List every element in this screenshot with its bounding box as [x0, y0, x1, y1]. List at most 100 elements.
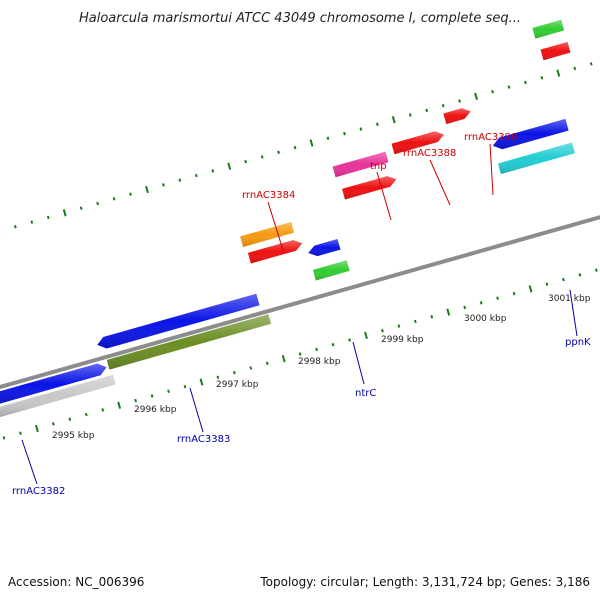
inner-tick — [463, 305, 467, 310]
inner-tick — [68, 417, 72, 421]
gene-features[interactable] — [0, 19, 575, 418]
feature-gray-band-shading — [0, 374, 116, 418]
inner-tick — [348, 338, 351, 342]
scale-label-2998: 2998 kbp — [298, 357, 341, 367]
inner-tick — [199, 378, 204, 386]
outer-tick — [309, 139, 314, 147]
scale-label-2997: 2997 kbp — [216, 380, 259, 390]
scale-label-2996: 2996 kbp — [134, 405, 177, 415]
feature-ppnK-shading — [498, 142, 575, 175]
inner-tick — [51, 422, 55, 426]
inner-tick — [479, 301, 483, 305]
gene-label-rrnAC3384[interactable]: rrnAC3384 — [242, 190, 295, 201]
inner-tick — [381, 329, 384, 333]
outer-tick — [408, 113, 412, 117]
sequence-map[interactable] — [0, 19, 600, 440]
feature-rrnAC3383-shading — [97, 293, 260, 349]
outer-tick — [227, 162, 232, 170]
feature-rrnAC3384-shading — [240, 222, 295, 247]
outer-tick — [178, 178, 182, 182]
gene-label-rrnAC3388[interactable]: rrnAC3388 — [403, 148, 456, 159]
outer-tick — [425, 108, 429, 113]
inner-tick — [315, 347, 318, 352]
outer-tick — [326, 136, 330, 141]
inner-tick — [528, 285, 533, 293]
leader-rrnAC3384 — [267, 201, 284, 251]
outer-tick — [46, 215, 50, 220]
inner-tick — [331, 342, 335, 347]
inner-tick — [34, 424, 39, 433]
leader-rrnAC3383 — [189, 387, 204, 433]
feature-ntrC-shading — [312, 260, 350, 281]
inner-tick — [167, 389, 170, 393]
chromosome-backbone — [0, 215, 600, 390]
feature-rrnAC3382-shading — [0, 363, 107, 404]
inner-tick — [84, 412, 88, 417]
inner-tick — [216, 375, 220, 380]
outer-tick — [129, 192, 132, 196]
gene-label-rrnAC3390[interactable]: rrnAC3390 — [464, 132, 517, 143]
feature-red-edge-shading — [540, 41, 571, 61]
backbone-line — [0, 215, 600, 390]
outer-tick — [441, 103, 445, 108]
outer-tick — [507, 85, 511, 89]
gene-label-rrnAC3383[interactable]: rrnAC3383 — [177, 434, 230, 445]
inner-tick — [496, 296, 499, 300]
outer-tick — [474, 92, 478, 101]
inner-tick — [134, 398, 137, 403]
inner-tick — [578, 273, 582, 277]
feature-rrnAC3390-shading — [443, 108, 471, 125]
gene-label-ntrC[interactable]: ntrC — [355, 388, 376, 399]
scale-label-3001: 3001 kbp — [548, 294, 591, 304]
outer-tick — [79, 206, 83, 210]
outer-tick — [359, 127, 363, 131]
outer-tick — [524, 80, 527, 85]
label-leaders — [21, 143, 578, 485]
outer-tick — [540, 76, 544, 80]
map-title: Haloarcula marismortui ATCC 43049 chromo… — [79, 11, 521, 26]
inner-tick — [265, 361, 269, 366]
inner-tick — [364, 331, 368, 340]
outer-tick — [458, 99, 461, 103]
inner-tick — [150, 394, 154, 398]
outer-tick — [194, 173, 198, 178]
leader-rrnAC3390 — [489, 143, 494, 196]
leader-ntrC — [352, 341, 365, 385]
outer-tick — [293, 145, 297, 150]
feature-red-b-shading — [342, 176, 397, 200]
inner-tick — [281, 355, 286, 363]
scale-label-2995: 2995 kbp — [52, 431, 95, 441]
scale-labels: 2995 kbp 2996 kbp 2997 kbp 2998 kbp 2999… — [52, 294, 591, 441]
inner-tick-ring — [2, 268, 598, 440]
gene-label-ppnK[interactable]: ppnK — [565, 337, 591, 348]
accession-text: Accession: NC_006396 — [8, 575, 144, 589]
inner-tick — [2, 436, 6, 440]
inner-tick — [183, 384, 187, 389]
outer-tick — [211, 169, 215, 173]
inner-tick — [430, 315, 434, 319]
outer-tick — [491, 90, 494, 94]
outer-tick — [375, 122, 379, 127]
outer-tick — [556, 69, 561, 77]
outer-tick — [112, 197, 116, 201]
gene-label-rrnAC3382[interactable]: rrnAC3382 — [12, 486, 65, 497]
outer-tick — [573, 66, 577, 71]
outer-tick — [13, 225, 17, 229]
inner-tick — [19, 431, 22, 435]
outer-tick-ring — [0, 62, 593, 233]
inner-tick — [249, 366, 253, 370]
inner-tick — [117, 401, 122, 409]
inner-tick — [562, 277, 565, 282]
outer-tick — [30, 220, 34, 224]
outer-tick — [391, 116, 396, 124]
inner-tick — [413, 319, 417, 324]
outer-tick — [162, 183, 165, 187]
inner-tick — [594, 268, 598, 272]
leader-rrnAC3388 — [429, 159, 451, 206]
gene-label-tnp[interactable]: tnp — [370, 161, 387, 172]
gene-labels[interactable]: rrnAC3384 tnp rrnAC3388 rrnAC3390 ntrC p… — [12, 132, 591, 497]
feature-tnp-shading — [332, 151, 389, 178]
outer-tick — [260, 155, 264, 159]
inner-tick — [397, 324, 401, 328]
